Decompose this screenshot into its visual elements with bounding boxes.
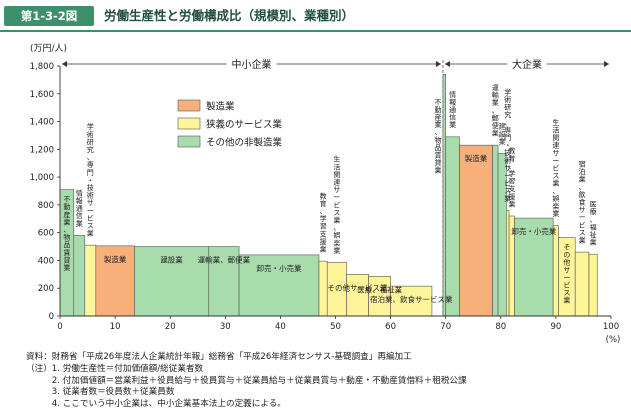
bar [390,285,433,317]
footnote: 3. 従業者数＝役員数＋従業員数 [26,387,175,398]
bar-label: 建設業 [160,255,183,265]
x-axis-unit-label: (%) [606,335,621,345]
legend-label: 製造業 [206,101,235,113]
bar-label: 学術研究、専門・技術サービス業 [504,87,511,202]
bar [84,244,97,317]
bar-label: その他サービス業 [563,244,570,305]
bar-label: 教育、学習支援業 [320,191,327,253]
bar-label: 不動産業、物品賃貸業 [434,98,441,174]
x-tick-label: 100 [603,322,619,332]
x-tick-label: 0 [57,322,62,332]
y-tick-label: 1,600 [30,90,54,100]
y-tick-label: 1,400 [30,118,54,128]
y-tick-label: 1,800 [30,62,54,72]
bar-label: 情報通信業 [76,188,83,227]
legend-label: その他の非製造業 [206,137,283,149]
group-arrow-head [62,61,67,67]
bar-label: その他サービス業 [328,282,388,292]
bar [552,225,559,317]
bar-label: 医療、福祉業 [357,284,402,294]
bar-label: 教育、学習支援業 [508,146,515,208]
x-tick-label: 20 [165,322,176,332]
bar-label: 不動産業、物品賃貸業 [63,196,70,272]
header-divider [0,30,631,32]
x-tick-label: 10 [110,322,121,332]
x-tick-label: 60 [385,322,396,332]
labor-productivity-chart: (万円/人)中小企業 大企業02004006008001,0001,2001,40… [30,43,621,345]
y-tick-label: 400 [38,256,54,266]
bar [73,235,86,317]
figure-number-badge: 第1-3-2図 [4,6,94,26]
legend-swatch [177,135,201,148]
y-tick-label: 1,000 [30,173,54,183]
bar-label: 運輸業、郵便業 [198,255,251,265]
figure-header: 第1-3-2図 労働生産性と労働構成比（規模別、業種別） [0,0,631,34]
bar [514,217,554,317]
y-tick-label: 600 [38,229,54,239]
figure-title: 労働生産性と労働構成比（規模別、業種別） [104,8,355,23]
notes-block: 資料：財務省「平成26年度法人企業統計年報」総務省「平成26年経済センサス-基礎… [26,352,626,411]
x-tick-label: 80 [495,322,506,332]
bar-label: 宿泊業、飲食サービス業 [579,160,586,245]
x-tick-label: 50 [330,322,341,332]
bar-label: 製造業 [465,153,488,163]
bar [574,251,590,317]
bar-label: 医療、福祉業 [590,201,597,247]
bar-label: 卸売・小売業 [511,226,556,236]
bar [318,260,328,317]
bar-label: 学術研究、専門・技術サービス業 [87,122,94,237]
bar-label: 運輸業、郵便業 [492,83,499,138]
bar [459,144,493,317]
y-tick-label: 0 [49,312,54,322]
x-tick-label: 30 [220,322,231,332]
bar [238,254,320,317]
bar-label: 情報通信業 [449,90,456,129]
bar-label: 生活関連サービス業、娯楽業 [552,118,559,218]
bar [442,74,447,317]
legend-swatch [177,117,201,130]
legend-swatch [177,99,201,112]
group-label: 大企業 [512,58,542,71]
group-label: 中小企業 [231,58,271,71]
bar [346,274,369,317]
bar [134,246,210,317]
y-tick-label: 1,200 [30,145,54,155]
bar [588,253,598,317]
y-tick-label: 200 [38,284,54,294]
bar [506,210,510,317]
bar-label: 卸売・小売業 [257,263,302,273]
group-arrow-head [435,61,441,67]
bar [492,144,499,317]
y-axis-unit-label: (万円/人) [30,43,67,54]
legend-label: 狭義のサービス業 [206,119,283,131]
footnote: 2. 付加価値額＝営業利益＋役員給与＋役員賞与＋従業員給与＋従業員賞与＋動産・不… [26,375,467,386]
y-tick-label: 800 [38,201,54,211]
group-arrow-head [444,61,450,67]
bar-label: 生活関連サービス業、娯楽業 [333,155,340,255]
x-tick-label: 40 [275,322,286,332]
bar-label: 宿泊業、飲食サービス業 [370,294,453,304]
footnote: （注）1. 労働生産性＝付加価値額/総従業者数 [26,363,204,374]
group-arrow-head [604,61,609,67]
x-tick-label: 70 [440,322,451,332]
source-note: 資料：財務省「平成26年度法人企業統計年報」総務省「平成26年経済センサス-基礎… [26,352,412,362]
footnote: 4. ここでいう中小企業は、中小企業基本法上の定義による。 [26,399,286,410]
x-tick-label: 90 [550,322,561,332]
bar-label: 建設業 [499,122,506,146]
bar [208,246,240,317]
bar-label: 製造業 [104,254,127,264]
bar [445,136,460,317]
